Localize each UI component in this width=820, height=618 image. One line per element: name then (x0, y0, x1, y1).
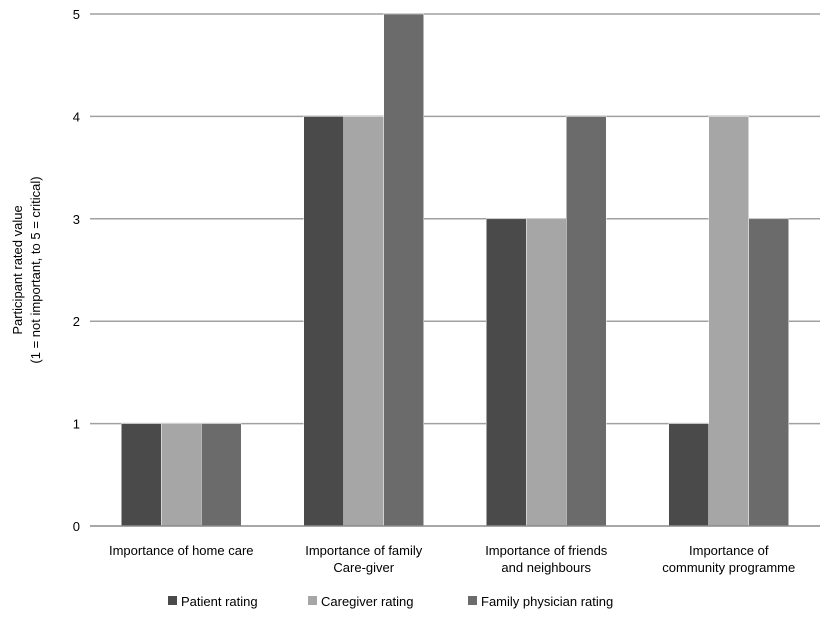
category-label-line: community programme (662, 560, 795, 575)
y-axis-label-line: (1 = not important, to 5 = critical) (28, 176, 43, 363)
bar-1-3 (486, 218, 527, 527)
legend-swatch (308, 596, 317, 605)
y-tick-label: 4 (73, 109, 80, 124)
bar-1-2 (303, 116, 344, 527)
y-axis-label-line: Participant rated value (10, 205, 25, 334)
y-axis-title: Participant rated value (1 = not importan… (10, 176, 43, 363)
legend-label: Caregiver rating (321, 594, 414, 609)
y-axis-label: Participant rated value (1 = not importan… (10, 176, 43, 363)
category-label-line: and neighbours (501, 560, 591, 575)
bar-2-4 (708, 116, 749, 527)
bar-3-4 (748, 218, 789, 527)
bars (121, 13, 789, 527)
category-label-line: Importance of friends (485, 543, 608, 558)
category-label-line: Importance of (689, 543, 769, 558)
legend-label: Family physician rating (481, 594, 613, 609)
legend: Patient rating Caregiver rating Family phy… (168, 594, 613, 609)
category-label: Importance of friends and neighbours (485, 543, 608, 575)
category-label-line: Importance of home care (109, 543, 254, 558)
category-label: Importance of community programme (662, 543, 795, 575)
bar-3-1 (201, 423, 242, 527)
legend-swatch (168, 596, 177, 605)
bar-3-2 (383, 13, 424, 527)
category-labels: Importance of home care Importance of fam… (109, 543, 795, 575)
legend-label: Patient rating (181, 594, 258, 609)
y-tick-labels: 0 1 2 3 4 5 (73, 7, 80, 534)
bar-1-1 (121, 423, 162, 527)
category-label-line: Importance of family (305, 543, 423, 558)
y-tick-label: 5 (73, 7, 80, 22)
bar-2-2 (343, 116, 384, 527)
category-label: Importance of home care (109, 543, 254, 558)
y-tick-label: 1 (73, 417, 80, 432)
bar-2-3 (526, 218, 567, 527)
category-label-line: Care-giver (333, 560, 394, 575)
y-tick-label: 2 (73, 314, 80, 329)
bar-3-3 (566, 116, 607, 527)
category-label: Importance of family Care-giver (305, 543, 423, 575)
legend-swatch (468, 596, 477, 605)
bar-2-1 (161, 423, 202, 527)
y-tick-label: 0 (73, 519, 80, 534)
y-tick-label: 3 (73, 212, 80, 227)
bar-1-4 (668, 423, 709, 527)
